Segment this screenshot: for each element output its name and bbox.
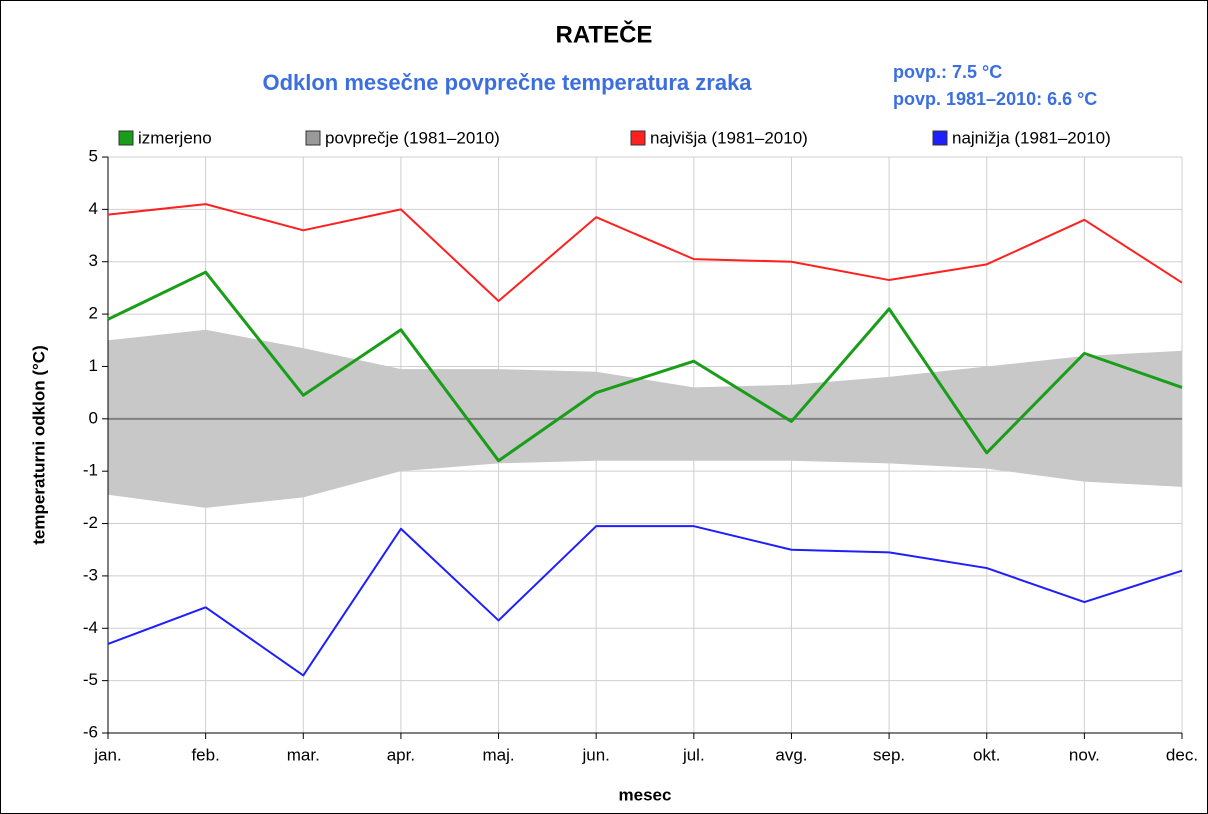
x-tick-label: nov. bbox=[1069, 745, 1100, 764]
y-tick-label: 3 bbox=[89, 251, 98, 270]
y-tick-label: -2 bbox=[83, 513, 98, 532]
chart-title: RATEČE bbox=[556, 20, 653, 48]
y-tick-label: 5 bbox=[89, 146, 98, 165]
x-tick-label: avg. bbox=[775, 745, 807, 764]
y-tick-label: -4 bbox=[83, 618, 98, 637]
legend-swatch bbox=[630, 130, 646, 146]
x-tick-label: feb. bbox=[191, 745, 219, 764]
y-tick-label: 1 bbox=[89, 356, 98, 375]
y-tick-label: -3 bbox=[83, 565, 98, 584]
y-tick-label: 4 bbox=[89, 199, 98, 218]
y-tick-label: 0 bbox=[89, 408, 98, 427]
x-tick-label: apr. bbox=[387, 745, 415, 764]
line bbox=[107, 203, 1183, 302]
legend-label: povprečje (1981–2010) bbox=[325, 128, 500, 147]
x-tick-label: dec. bbox=[1166, 745, 1198, 764]
annotation: povp. 1981–2010: 6.6 °C bbox=[893, 89, 1097, 109]
line bbox=[107, 270, 1183, 463]
y-tick-label: -1 bbox=[83, 461, 98, 480]
legend-label: izmerjeno bbox=[138, 128, 212, 147]
x-tick-label: mar. bbox=[287, 745, 320, 764]
y-axis-label: temperaturni odklon (°C) bbox=[29, 345, 48, 544]
y-tick-label: -5 bbox=[83, 670, 98, 689]
x-axis-label: mesec bbox=[619, 785, 672, 804]
line bbox=[107, 525, 1183, 677]
x-tick-label: jun. bbox=[581, 745, 609, 764]
legend-label: najvišja (1981–2010) bbox=[650, 128, 808, 147]
legend-swatch bbox=[305, 130, 321, 146]
x-tick-label: jan. bbox=[93, 745, 121, 764]
x-tick-label: jul. bbox=[682, 745, 705, 764]
annotation: povp.: 7.5 °C bbox=[893, 62, 1002, 82]
y-tick-label: 2 bbox=[89, 304, 98, 323]
x-tick-label: okt. bbox=[973, 745, 1000, 764]
y-tick-label: -6 bbox=[83, 722, 98, 741]
legend-label: najnižja (1981–2010) bbox=[952, 128, 1111, 147]
x-tick-label: sep. bbox=[873, 745, 905, 764]
x-tick-label: maj. bbox=[482, 745, 514, 764]
legend-swatch bbox=[118, 130, 134, 146]
legend-swatch bbox=[932, 130, 948, 146]
chart-subtitle: Odklon mesečne povprečne temperatura zra… bbox=[262, 70, 752, 95]
